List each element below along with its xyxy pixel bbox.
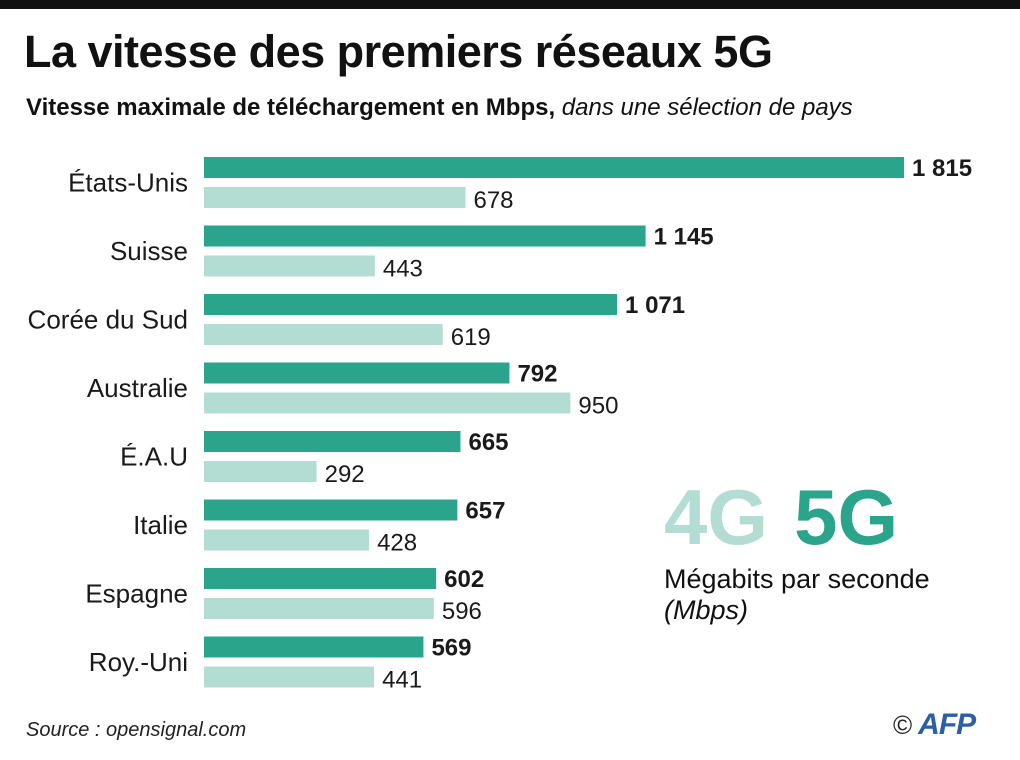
bar-4g bbox=[204, 461, 317, 482]
category-label: Suisse bbox=[110, 236, 188, 266]
data-label-5g: 1 145 bbox=[654, 224, 714, 251]
subtitle-detail: dans une sélection de pays bbox=[561, 94, 853, 121]
afp-logo: AFP bbox=[918, 708, 976, 741]
data-label-5g: 1 071 bbox=[625, 292, 685, 319]
data-label-5g: 602 bbox=[444, 566, 484, 593]
bar-4g bbox=[204, 187, 466, 208]
bar-5g bbox=[204, 431, 461, 452]
data-label-4g: 596 bbox=[442, 598, 482, 625]
bar-5g bbox=[204, 499, 458, 521]
bar-4g bbox=[204, 255, 375, 277]
data-label-4g: 443 bbox=[383, 256, 423, 283]
category-label: Australie bbox=[87, 373, 188, 403]
bar-4g bbox=[204, 324, 443, 345]
bar-5g bbox=[204, 157, 904, 178]
top-rule bbox=[0, 0, 1020, 9]
bar-5g bbox=[204, 568, 437, 589]
chart-title: La vitesse des premiers réseaux 5G bbox=[24, 26, 773, 77]
subtitle-main: Vitesse maximale de téléchargement en Mb… bbox=[26, 94, 556, 121]
category-label: Italie bbox=[133, 510, 188, 540]
bar-4g bbox=[204, 666, 375, 688]
source-note: Source : opensignal.com bbox=[26, 719, 247, 741]
bar-5g bbox=[204, 225, 646, 247]
legend-unit-abbr: (Mbps) bbox=[664, 595, 749, 625]
bar-5g bbox=[204, 294, 618, 315]
data-label-5g: 657 bbox=[465, 498, 505, 525]
data-label-5g: 665 bbox=[468, 429, 508, 456]
bar-chart: États-Unis 1 815 678 Suisse 1 145 443 Corée du… bbox=[28, 155, 973, 694]
legend-unit: Mégabits par seconde bbox=[664, 564, 930, 594]
data-label-4g: 619 bbox=[451, 324, 491, 351]
category-label: Corée du Sud bbox=[28, 305, 188, 335]
credit: © AFP bbox=[893, 708, 976, 742]
data-label-5g: 792 bbox=[517, 361, 557, 388]
legend-4g: 4G bbox=[664, 473, 769, 561]
bar-5g bbox=[204, 636, 424, 658]
category-label: Espagne bbox=[85, 579, 188, 609]
data-label-4g: 678 bbox=[473, 187, 513, 214]
data-label-4g: 950 bbox=[578, 393, 618, 420]
data-label-4g: 428 bbox=[377, 530, 417, 557]
data-label-5g: 569 bbox=[431, 635, 471, 662]
legend: 4G 5G Mégabits par seconde (Mbps) bbox=[664, 478, 930, 626]
category-label: États-Unis bbox=[68, 168, 188, 198]
category-label: Roy.-Uni bbox=[89, 647, 188, 677]
legend-5g: 5G bbox=[794, 473, 899, 561]
data-label-4g: 441 bbox=[382, 667, 422, 694]
data-label-4g: 292 bbox=[325, 461, 365, 488]
data-label-5g: 1 815 bbox=[912, 155, 972, 182]
bar-4g bbox=[204, 598, 434, 619]
copyright-symbol: © bbox=[893, 709, 913, 740]
chart-subtitle: Vitesse maximale de téléchargement en Mb… bbox=[26, 94, 853, 122]
category-label: É.A.U bbox=[120, 442, 188, 472]
bar-5g bbox=[204, 362, 510, 384]
bar-4g bbox=[204, 529, 370, 551]
bar-4g bbox=[204, 392, 571, 414]
